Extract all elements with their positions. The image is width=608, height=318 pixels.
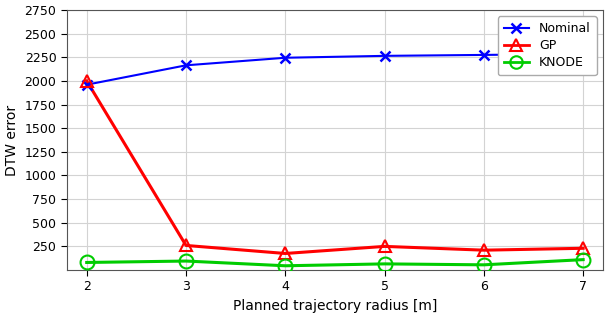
Legend: Nominal, GP, KNODE: Nominal, GP, KNODE [497,16,596,75]
Y-axis label: DTW error: DTW error [5,104,19,176]
X-axis label: Planned trajectory radius [m]: Planned trajectory radius [m] [233,299,437,313]
